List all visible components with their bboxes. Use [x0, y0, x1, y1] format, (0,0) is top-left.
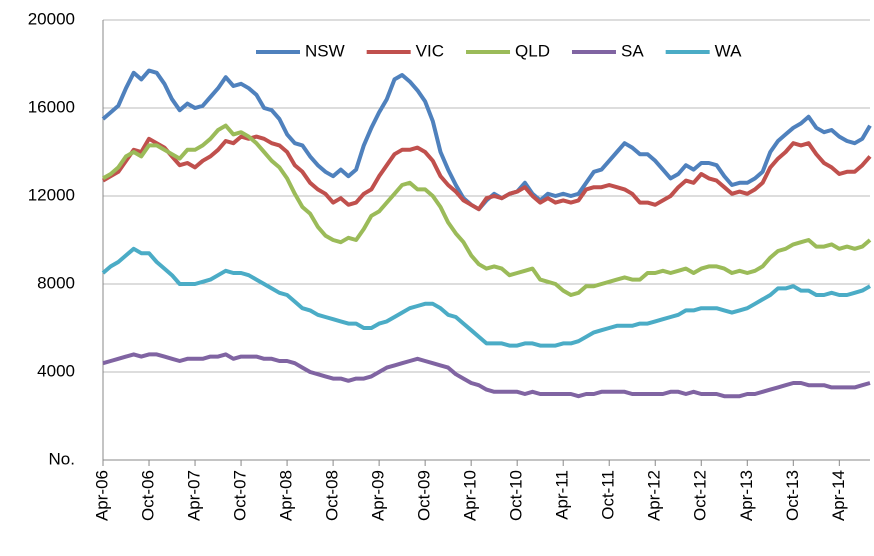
x-tick-label: Oct-11 — [599, 470, 618, 520]
x-tick-label: Apr-13 — [737, 470, 756, 521]
x-tick-label: Apr-07 — [185, 470, 204, 521]
line-series — [102, 134, 872, 212]
x-tick-label: Apr-11 — [553, 470, 572, 520]
x-tick-label: Oct-06 — [139, 470, 158, 521]
y-tick-label: 12000 — [28, 185, 75, 204]
x-tick-label: Apr-09 — [369, 470, 388, 521]
legend-label: QLD — [515, 41, 550, 60]
x-tick-label: Oct-12 — [691, 470, 710, 521]
y-tick-label: 20000 — [28, 9, 75, 28]
x-tick-label: Apr-08 — [277, 470, 296, 521]
x-tick-label: Apr-14 — [829, 470, 848, 521]
x-tick-label: Oct-10 — [507, 470, 526, 521]
x-tick-label: Apr-06 — [92, 470, 111, 521]
x-tick-label: Apr-12 — [645, 470, 664, 521]
x-tick-label: Oct-08 — [323, 470, 342, 521]
y-tick-label: 8000 — [37, 273, 75, 292]
x-tick-label: Apr-10 — [461, 470, 480, 521]
line-series — [102, 352, 871, 399]
line-series — [101, 246, 871, 348]
legend-label: NSW — [305, 41, 345, 60]
x-tick-label: Oct-09 — [415, 470, 434, 521]
legend-label: WA — [715, 41, 742, 60]
legend-label: SA — [621, 41, 644, 60]
y-tick-label: 4000 — [37, 361, 75, 380]
y-tick-label: No. — [49, 449, 75, 468]
x-tick-label: Oct-13 — [783, 470, 802, 521]
line-series — [102, 123, 872, 297]
x-tick-label: Oct-07 — [231, 470, 250, 521]
legend-label: VIC — [416, 41, 444, 60]
y-tick-label: 16000 — [28, 97, 75, 116]
